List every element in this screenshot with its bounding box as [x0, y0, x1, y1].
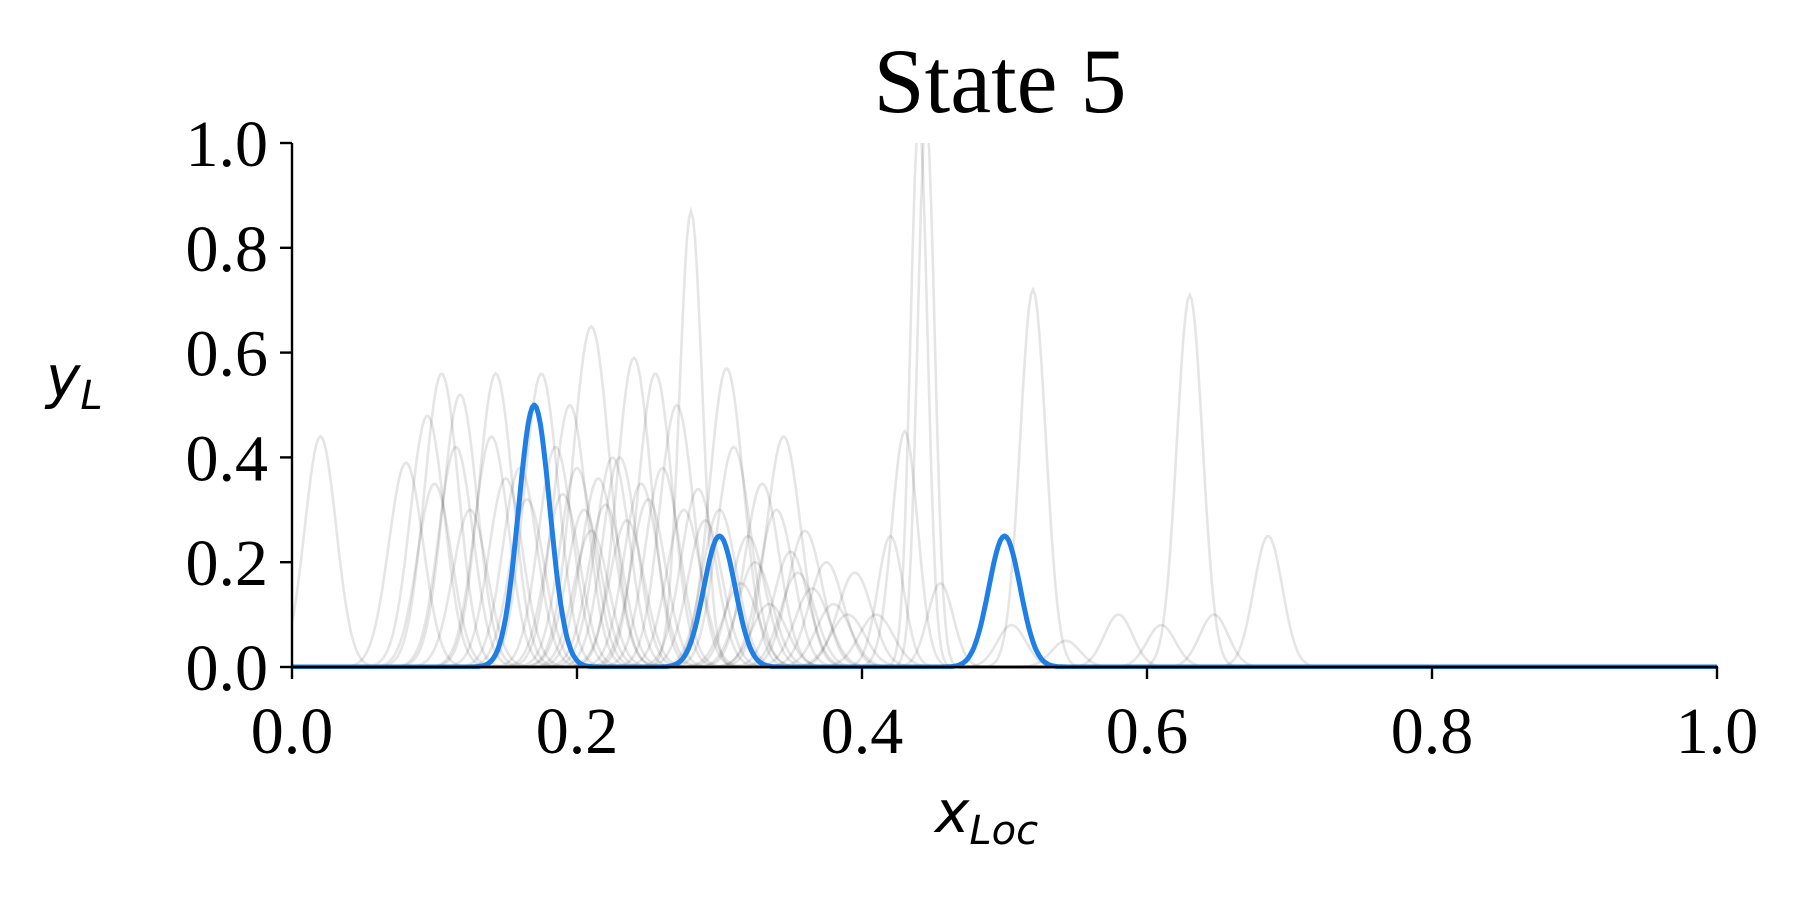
- background-series-line: [292, 206, 1717, 669]
- y-axis-label: yL: [44, 343, 103, 419]
- x-tick-label: 0.8: [1391, 695, 1474, 768]
- y-tick-label: 0.8: [186, 213, 269, 286]
- y-tick-label: 1.0: [186, 108, 269, 181]
- y-tick-label: 0.4: [186, 422, 269, 495]
- background-curves: [292, 143, 1717, 669]
- x-axis-label: xLoc: [933, 778, 1038, 854]
- axes: [290, 143, 1718, 669]
- x-tick-label: 0.6: [1106, 695, 1189, 768]
- chart-title: State 5: [874, 30, 1127, 132]
- x-tick-label: 0.4: [821, 695, 904, 768]
- y-tick-label: 0.0: [186, 632, 269, 705]
- y-tick-label: 0.2: [186, 527, 269, 600]
- x-tick-label: 1.0: [1676, 695, 1759, 768]
- y-tick-label: 0.6: [186, 318, 269, 391]
- x-tick-label: 0.2: [536, 695, 619, 768]
- ticks: 0.0 0.2 0.4 0.6 0.8 1.0 0.0 0.2 0.4 0.6 0.8 1.0: [186, 108, 1759, 768]
- x-tick-label: 0.0: [251, 695, 334, 768]
